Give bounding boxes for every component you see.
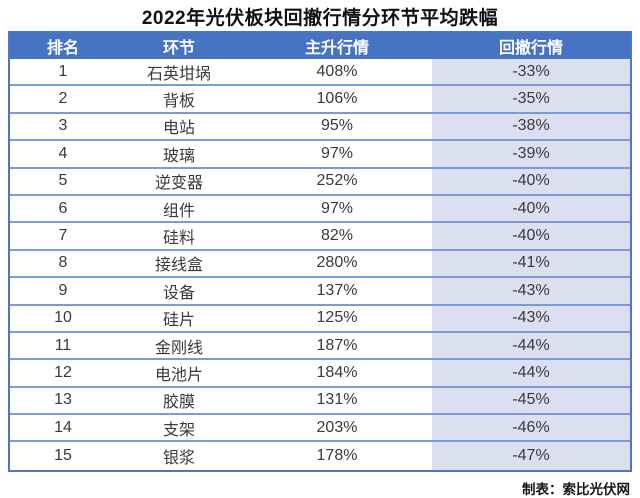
- drawdown-cell: -43%: [432, 278, 630, 304]
- table-row: 9 设备 137% -43%: [10, 278, 630, 306]
- drawdown-cell: -41%: [432, 250, 630, 277]
- rise-cell: 137%: [316, 281, 358, 299]
- segment-cell: 硅料: [162, 230, 195, 248]
- drawdown-cell: -38%: [432, 113, 630, 140]
- rise-cell: 131%: [316, 391, 358, 409]
- rise-cell: 408%: [316, 62, 358, 80]
- table-row: 1 石英坩埚 408% -33%: [10, 59, 630, 87]
- rise-cell: 97%: [320, 144, 354, 162]
- rise-cell: 187%: [316, 336, 358, 354]
- segment-cell: 金刚线: [154, 339, 203, 357]
- rank-cell: 9: [58, 281, 68, 299]
- table-row: 2 背板 106% -35%: [10, 86, 630, 114]
- table-row: 8 接线盒 280% -41%: [10, 250, 630, 279]
- drawdown-table: 排名 环节 主升行情 回撤行情 1 石英坩埚 408% -33% 2 背板 106% -35%…: [8, 31, 632, 472]
- drawdown-cell: -45%: [432, 387, 630, 414]
- table-row: 5 逆变器 252% -40%: [10, 168, 630, 196]
- rank-cell: 5: [58, 172, 68, 190]
- drawdown-cell: -40%: [432, 168, 630, 194]
- segment-cell: 硅片: [162, 312, 195, 330]
- drawdown-cell: -40%: [432, 223, 630, 249]
- drawdown-cell: -43%: [432, 305, 630, 331]
- table-row: 15 银浆 178% -47%: [10, 442, 630, 470]
- table-row: 4 玻璃 97% -39%: [10, 141, 630, 169]
- segment-cell: 接线盒: [154, 257, 203, 275]
- drawdown-cell: -44%: [432, 360, 630, 386]
- drawdown-cell: -33%: [432, 59, 630, 85]
- column-header-rank: 排名: [46, 40, 79, 57]
- rank-cell: 8: [58, 254, 68, 272]
- rise-cell: 252%: [316, 172, 358, 190]
- rank-cell: 7: [58, 227, 68, 245]
- segment-cell: 石英坩埚: [146, 65, 211, 83]
- rank-cell: 10: [54, 309, 72, 327]
- rise-cell: 178%: [316, 447, 358, 465]
- rank-cell: 15: [54, 447, 72, 465]
- column-header-segment: 环节: [162, 40, 195, 57]
- rank-cell: 12: [54, 363, 72, 381]
- segment-cell: 设备: [162, 284, 195, 302]
- table-row: 10 硅片 125% -43%: [10, 305, 630, 333]
- rank-cell: 14: [54, 418, 72, 436]
- drawdown-cell: -46%: [432, 415, 630, 441]
- rise-cell: 97%: [320, 199, 354, 217]
- drawdown-cell: -40%: [432, 195, 630, 222]
- table-row: 12 电池片 184% -44%: [10, 360, 630, 388]
- table-header-row: 排名 环节 主升行情 回撤行情: [10, 33, 630, 59]
- page-title: 2022年光伏板块回撤行情分环节平均跌幅: [141, 8, 499, 29]
- rank-cell: 4: [58, 144, 68, 162]
- rank-cell: 1: [58, 62, 68, 80]
- rank-cell: 11: [54, 336, 72, 354]
- segment-cell: 玻璃: [162, 147, 195, 165]
- rise-cell: 106%: [316, 90, 358, 108]
- drawdown-cell: -39%: [432, 141, 630, 167]
- segment-cell: 电池片: [154, 366, 203, 384]
- table-row: 7 硅料 82% -40%: [10, 223, 630, 251]
- rise-cell: 280%: [316, 254, 358, 272]
- rank-cell: 3: [58, 117, 68, 135]
- rank-cell: 13: [54, 391, 72, 409]
- table-body: 1 石英坩埚 408% -33% 2 背板 106% -35% 3 电站 95% -38% 4 玻璃 97%…: [10, 59, 630, 470]
- drawdown-cell: -44%: [432, 332, 630, 359]
- drawdown-cell: -47%: [432, 442, 630, 470]
- rise-cell: 95%: [320, 117, 354, 135]
- rise-cell: 184%: [316, 363, 358, 381]
- segment-cell: 背板: [162, 93, 195, 111]
- rank-cell: 2: [58, 90, 68, 108]
- table-row: 14 支架 203% -46%: [10, 415, 630, 443]
- table-row: 13 胶膜 131% -45%: [10, 387, 630, 416]
- segment-cell: 银浆: [162, 450, 195, 468]
- rise-cell: 125%: [316, 309, 358, 327]
- segment-cell: 电站: [162, 120, 195, 138]
- segment-cell: 逆变器: [154, 175, 203, 193]
- table-row: 6 组件 97% -40%: [10, 195, 630, 224]
- column-header-drawdown: 回撤行情: [498, 40, 563, 57]
- table-row: 3 电站 95% -38%: [10, 113, 630, 142]
- segment-cell: 组件: [162, 202, 195, 220]
- rise-cell: 203%: [316, 418, 358, 436]
- rank-cell: 6: [58, 199, 68, 217]
- segment-cell: 胶膜: [162, 394, 195, 412]
- table-row: 11 金刚线 187% -44%: [10, 332, 630, 361]
- drawdown-cell: -35%: [432, 86, 630, 112]
- column-header-rise: 主升行情: [304, 40, 369, 57]
- segment-cell: 支架: [162, 421, 195, 439]
- rise-cell: 82%: [320, 227, 354, 245]
- table-source: 制表：索比光伏网: [522, 481, 630, 497]
